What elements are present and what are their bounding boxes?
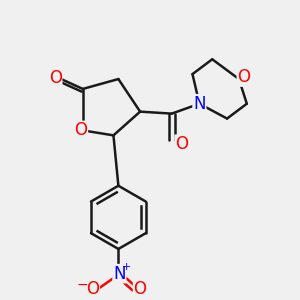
Text: O: O (175, 135, 188, 153)
Text: +: + (122, 262, 131, 272)
Text: N: N (113, 265, 126, 283)
Text: O: O (74, 122, 87, 140)
Text: O: O (134, 280, 147, 298)
Text: −: − (77, 278, 88, 292)
Text: O: O (237, 68, 250, 86)
Text: O: O (49, 69, 62, 87)
Text: O: O (86, 280, 99, 298)
Text: N: N (193, 95, 206, 113)
